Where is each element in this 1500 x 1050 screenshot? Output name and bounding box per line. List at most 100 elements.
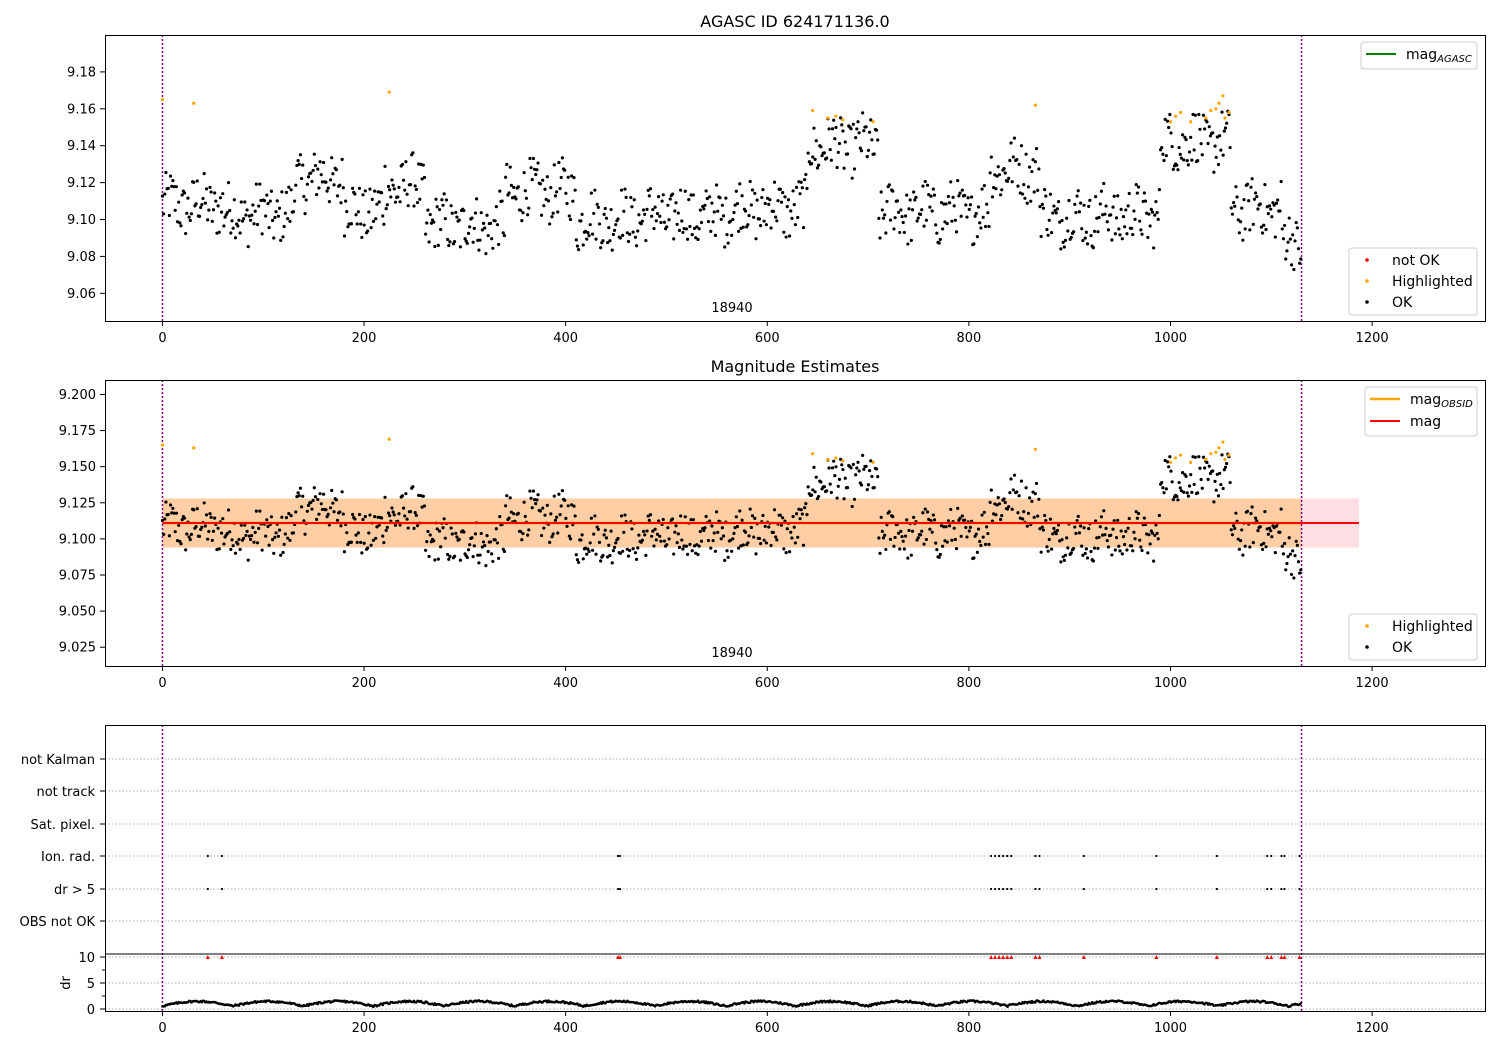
ok-point (949, 180, 953, 184)
ok-point (1126, 204, 1130, 208)
ok-point (542, 204, 546, 208)
ok-point (542, 526, 546, 530)
ok-point (841, 467, 845, 472)
ok-point (754, 237, 758, 241)
ok-point (200, 525, 204, 529)
y-tick-label: 9.150 (59, 460, 96, 475)
ok-point (203, 201, 207, 205)
ok-point (253, 209, 257, 213)
ok-point (400, 162, 405, 167)
ok-point (211, 208, 216, 212)
ok-point (862, 467, 866, 472)
ok-point (989, 488, 993, 492)
ok-point (856, 460, 860, 464)
ok-point (667, 537, 671, 541)
ok-point (357, 186, 362, 190)
ok-point (185, 532, 189, 536)
ok-point (697, 227, 701, 231)
ok-point (684, 544, 689, 548)
ok-point (811, 488, 815, 492)
ok-point (930, 530, 934, 534)
ok-point (472, 226, 476, 230)
ok-point (901, 220, 905, 225)
ok-point (738, 182, 742, 186)
ok-point (303, 532, 307, 536)
ok-point (386, 511, 391, 515)
ok-point (867, 130, 872, 134)
ok-point (987, 224, 991, 229)
ok-point (757, 536, 762, 541)
ok-point (1198, 466, 1202, 470)
ok-point (839, 116, 843, 120)
ok-point (747, 534, 751, 538)
ion-rad-event (220, 854, 224, 858)
ok-point (968, 525, 973, 529)
ok-point (1091, 246, 1095, 250)
ok-point (1180, 133, 1185, 137)
ok-point (1034, 481, 1039, 486)
ok-point (1208, 134, 1213, 138)
ok-point (746, 223, 750, 227)
ok-point (1074, 210, 1078, 215)
ok-point (804, 502, 808, 506)
x-tick-label: 200 (352, 676, 377, 691)
ok-point (530, 506, 534, 510)
ok-point (789, 209, 793, 213)
ok-point (564, 516, 568, 520)
ok-point (1156, 537, 1160, 541)
ok-point (1177, 145, 1181, 150)
ok-point (1076, 514, 1080, 518)
ok-point (1245, 509, 1250, 513)
ok-point (574, 238, 578, 242)
ok-point (919, 533, 923, 537)
dr-clipped-marker (219, 955, 224, 959)
ok-point (1103, 212, 1107, 216)
ok-point (1113, 548, 1117, 552)
y-tick-label: 9.08 (67, 250, 96, 265)
ok-point (792, 525, 796, 529)
ok-point (265, 193, 269, 197)
ok-point (508, 496, 512, 500)
ok-point (1286, 240, 1290, 244)
ok-point (1231, 524, 1236, 528)
ok-point (1021, 192, 1025, 196)
ok-point (1080, 544, 1084, 548)
ok-point (1260, 547, 1265, 552)
ok-point (982, 183, 986, 188)
ok-point (470, 536, 474, 540)
ok-point (754, 552, 758, 556)
ok-point (935, 547, 939, 552)
highlighted-point (1227, 453, 1231, 457)
ok-point (786, 198, 791, 202)
ok-point (400, 494, 405, 498)
dr-clipped-marker (618, 955, 623, 959)
ok-point (1000, 188, 1004, 192)
ok-point (730, 549, 734, 553)
ion-rad-event (998, 854, 1001, 858)
ok-point (788, 234, 792, 238)
ok-point (1005, 179, 1010, 183)
ok-point (338, 510, 342, 514)
dr-gt-5-event (993, 887, 997, 891)
ok-point (698, 529, 702, 534)
ok-point (328, 178, 333, 182)
ok-point (748, 507, 752, 511)
ok-legend-label: OK (1392, 295, 1413, 311)
ok-point (1260, 231, 1265, 235)
ok-point (1119, 207, 1123, 211)
dr-clipped-marker (1265, 955, 1270, 959)
ok-point (835, 165, 839, 170)
ok-point (1111, 205, 1115, 209)
ok-point (1038, 527, 1042, 531)
ok-point (908, 198, 912, 202)
ok-point (587, 233, 591, 238)
ok-point (1077, 531, 1082, 535)
ok-point (1197, 112, 1201, 117)
ok-point (740, 194, 744, 198)
ok-point (910, 208, 915, 212)
ok-point (560, 489, 564, 493)
ok-point (207, 208, 211, 212)
ok-point (478, 238, 482, 242)
ok-point (957, 194, 961, 198)
ok-point (644, 553, 648, 557)
